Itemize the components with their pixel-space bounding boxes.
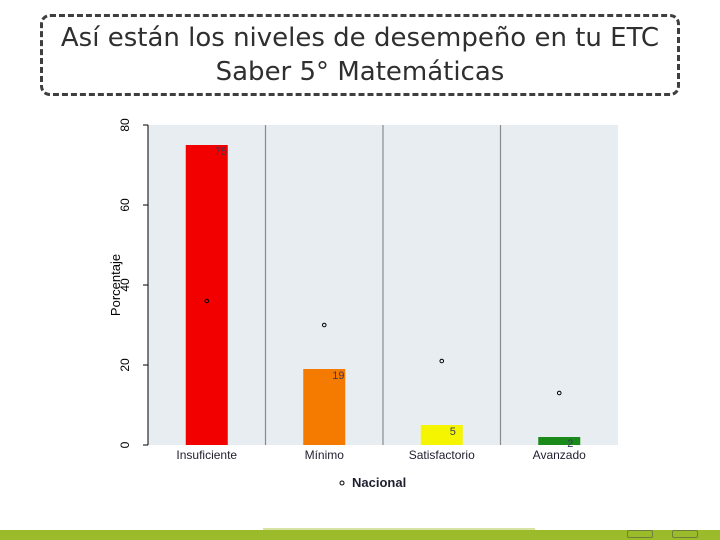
slide-title-box: Así están los niveles de desempeño en tu…: [40, 14, 680, 96]
y-tick-label: 0: [118, 441, 132, 448]
bar-value-label: 2: [567, 438, 573, 450]
legend-label: Nacional: [352, 475, 406, 490]
bars-group: [185, 145, 581, 445]
y-axis: 0 20 40 60 80: [118, 118, 149, 448]
x-tick-label: Mínimo: [305, 448, 345, 462]
nacional-marker: [321, 322, 327, 328]
bar-value-label: 75: [215, 146, 227, 158]
bar-labels-group: 75 19 5 2: [215, 146, 574, 450]
bar: [538, 437, 581, 445]
nacional-markers-group: [204, 298, 562, 396]
chart-svg: 0 20 40 60 80 75 19 5 2 Insuficiente Mínimo Satis…: [93, 110, 633, 515]
y-tick-label: 20: [118, 358, 132, 372]
y-axis-title: Porcentaje: [108, 254, 123, 316]
performance-chart: 0 20 40 60 80 75 19 5 2 Insuficiente Mínimo Satis…: [93, 110, 633, 515]
footer-accent-light: [263, 528, 535, 530]
legend: Nacional: [339, 475, 406, 490]
slide-title-line-2: Saber 5° Matemáticas: [215, 57, 505, 87]
bar-value-label: 5: [450, 426, 456, 438]
y-tick-label: 80: [118, 118, 132, 132]
footer-mark-left: [627, 530, 653, 538]
footer-mark-right: [672, 530, 698, 538]
x-tick-label: Satisfactorio: [409, 448, 475, 462]
bar: [185, 145, 228, 445]
nacional-marker: [439, 358, 445, 364]
bar: [303, 369, 346, 445]
y-tick-label: 40: [118, 278, 132, 292]
x-tick-label: Insuficiente: [176, 448, 237, 462]
slide-title-line-1: Así están los niveles de desempeño en tu…: [60, 23, 660, 53]
y-tick-label: 60: [118, 198, 132, 212]
x-axis: Insuficiente Mínimo Satisfactorio Avanzado: [176, 448, 586, 462]
slide-title: Así están los niveles de desempeño en tu…: [51, 21, 669, 89]
x-tick-label: Avanzado: [533, 448, 586, 462]
footer-accent-bar: [0, 530, 720, 540]
bar-value-label: 19: [332, 370, 344, 382]
bar: [420, 425, 463, 445]
nacional-marker: [204, 298, 210, 304]
category-separators: [264, 125, 502, 445]
nacional-marker: [556, 390, 562, 396]
legend-marker: [339, 480, 345, 486]
